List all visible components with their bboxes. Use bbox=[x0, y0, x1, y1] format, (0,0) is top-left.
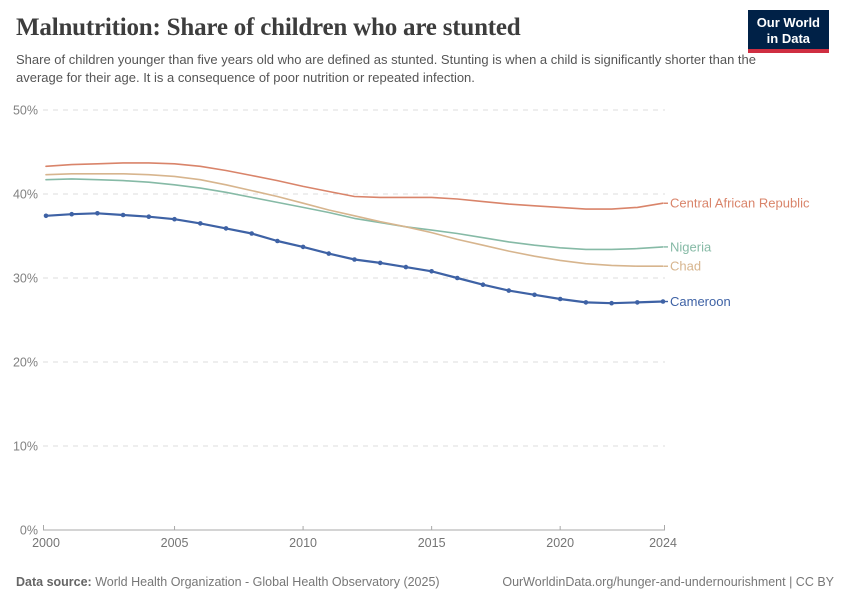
series-marker-cameroon-2007 bbox=[223, 226, 229, 231]
chart-subtitle: Share of children younger than five year… bbox=[16, 52, 756, 86]
x-axis-label-2015: 2015 bbox=[418, 536, 446, 550]
series-marker-cameroon-2010 bbox=[300, 244, 306, 250]
series-line-nigeria[interactable] bbox=[45, 178, 664, 251]
y-axis-label-0: 0% bbox=[20, 524, 38, 538]
legend-label-central-african-republic[interactable]: Central African Republic bbox=[670, 196, 810, 211]
series-marker-cameroon-2014 bbox=[403, 264, 409, 270]
x-axis-label-2024: 2024 bbox=[649, 536, 677, 550]
series-marker-cameroon-2016 bbox=[455, 275, 460, 281]
y-axis-label-30: 30% bbox=[13, 272, 38, 286]
series-marker-cameroon-2012 bbox=[352, 257, 357, 262]
series-marker-cameroon-2001 bbox=[69, 211, 74, 217]
legend-label-chad[interactable]: Chad bbox=[670, 259, 701, 274]
series-marker-cameroon-2003 bbox=[120, 212, 126, 218]
series-marker-cameroon-2018 bbox=[506, 288, 512, 293]
y-axis-label-40: 40% bbox=[13, 188, 38, 202]
y-axis-label-50: 50% bbox=[13, 104, 38, 118]
series-marker-cameroon-2023 bbox=[635, 300, 640, 305]
owid-logo-line2: in Data bbox=[766, 30, 811, 46]
page-title: Malnutrition: Share of children who are … bbox=[16, 14, 521, 41]
legend-label-cameroon[interactable]: Cameroon bbox=[670, 294, 731, 309]
series-marker-cameroon-2024 bbox=[660, 299, 666, 304]
series-marker-cameroon-2015 bbox=[429, 269, 434, 274]
owid-logo-line1: Our World bbox=[756, 15, 820, 30]
series-marker-cameroon-2021 bbox=[583, 300, 589, 305]
y-axis-label-20: 20% bbox=[13, 356, 38, 370]
series-marker-cameroon-2006 bbox=[198, 221, 203, 226]
series-marker-cameroon-2008 bbox=[249, 231, 254, 236]
x-axis-label-2005: 2005 bbox=[161, 536, 189, 550]
owid-logo[interactable]: Our World in Data bbox=[747, 10, 829, 54]
data-source: Data source: World Health Organization -… bbox=[16, 575, 440, 589]
x-axis-label-2020: 2020 bbox=[546, 536, 574, 550]
chart-footer: Data source: World Health Organization -… bbox=[16, 575, 834, 589]
series-marker-cameroon-2013 bbox=[377, 260, 383, 266]
series-marker-cameroon-2002 bbox=[95, 211, 100, 216]
x-axis-label-2010: 2010 bbox=[289, 536, 317, 550]
x-axis-label-2000: 2000 bbox=[32, 536, 60, 550]
y-axis-label-10: 10% bbox=[13, 440, 38, 454]
legend-label-nigeria[interactable]: Nigeria bbox=[670, 239, 712, 254]
series-marker-cameroon-2000 bbox=[43, 213, 49, 219]
series-marker-cameroon-2011 bbox=[326, 251, 332, 256]
series-line-chad[interactable] bbox=[45, 173, 664, 267]
data-source-label: Data source: bbox=[16, 575, 92, 589]
series-marker-cameroon-2022 bbox=[609, 300, 614, 306]
series-marker-cameroon-2019 bbox=[532, 292, 537, 298]
chart-header: Malnutrition: Share of children who are … bbox=[16, 10, 834, 88]
series-line-central-african-republic[interactable] bbox=[45, 162, 664, 210]
series-marker-cameroon-2005 bbox=[172, 216, 177, 222]
series-marker-cameroon-2017 bbox=[480, 282, 486, 287]
series-marker-cameroon-2009 bbox=[275, 238, 280, 244]
line-chart: 0% 10% 20% 30% 40% 50% 2000 2005 2010 2015 2020 202… bbox=[0, 95, 850, 565]
owid-link[interactable]: OurWorldinData.org/hunger-and-undernouri… bbox=[502, 575, 834, 589]
series-marker-cameroon-2004 bbox=[146, 214, 152, 219]
chart-svg: 0% 10% 20% 30% 40% 50% 2000 2005 2010 2015 2020 202… bbox=[13, 104, 810, 551]
data-source-text: World Health Organization - Global Healt… bbox=[91, 575, 440, 589]
series-marker-cameroon-2020 bbox=[557, 296, 563, 302]
